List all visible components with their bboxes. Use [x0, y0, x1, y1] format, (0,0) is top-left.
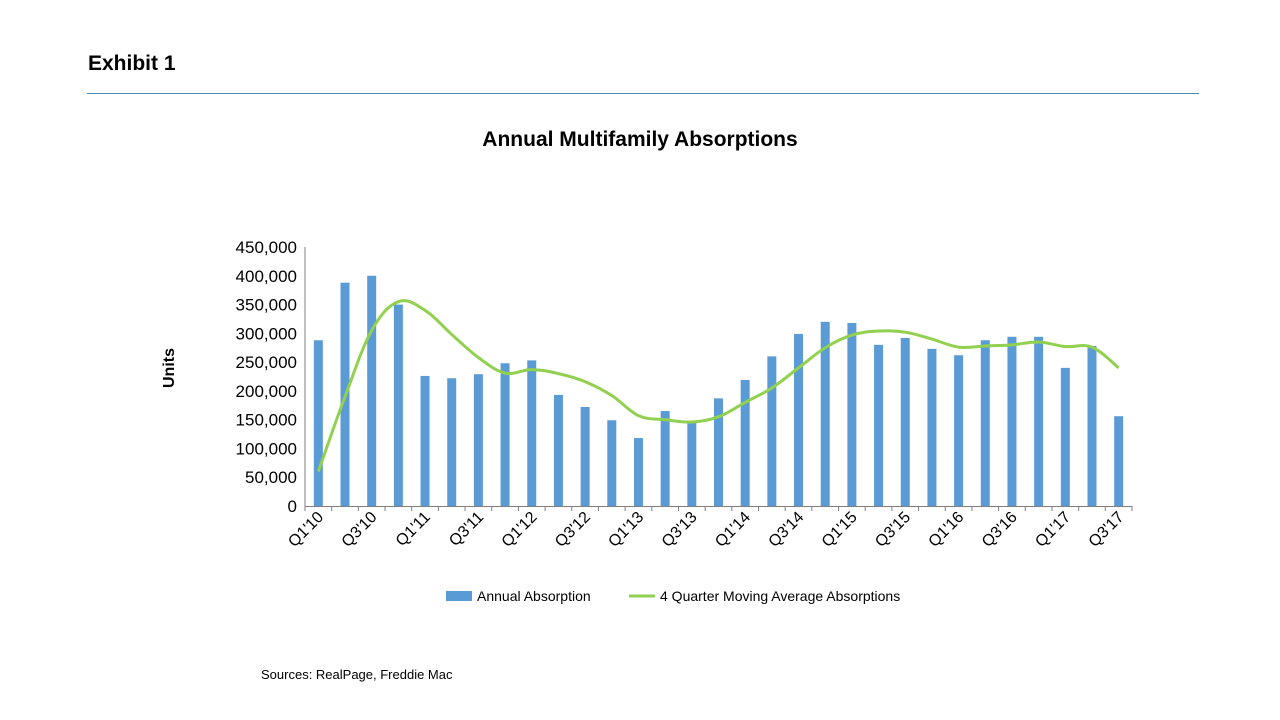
- y-tick-label: 200,000: [236, 382, 297, 401]
- legend: Annual Absorption 4 Quarter Moving Averag…: [446, 588, 900, 604]
- bar-29: [1087, 345, 1097, 506]
- y-tick-label: 150,000: [236, 411, 297, 430]
- x-tick-label: Q1'17: [1032, 509, 1074, 551]
- y-tick-label: 100,000: [236, 439, 297, 458]
- bar-19: [820, 321, 830, 506]
- bar-4: [420, 375, 430, 506]
- legend-bar-label: Annual Absorption: [477, 588, 591, 604]
- y-tick-label: 350,000: [236, 296, 297, 315]
- bar-15: [714, 398, 723, 506]
- bar-series: [313, 275, 1124, 506]
- x-tick-label: Q3'17: [1086, 509, 1128, 551]
- y-axis-title: Units: [161, 348, 178, 388]
- bar-11: [607, 420, 617, 506]
- y-tick-label: 300,000: [236, 324, 297, 343]
- bar-6: [473, 374, 483, 506]
- x-tick-label: Q3'12: [552, 509, 594, 551]
- x-tick-label: Q1'16: [926, 509, 968, 551]
- bar-24: [954, 355, 964, 506]
- x-tick-label: Q3'16: [979, 509, 1021, 551]
- x-tick-label: Q1'13: [605, 509, 647, 551]
- line-series: [316, 299, 1120, 472]
- y-tick-label: 400,000: [236, 267, 297, 286]
- bar-8: [527, 360, 537, 506]
- exhibit-title: Exhibit 1: [88, 52, 176, 75]
- x-tick-label: Q3'13: [659, 509, 701, 551]
- bar-22: [900, 337, 910, 506]
- bar-26: [1007, 336, 1017, 506]
- x-tick-label: Q3'10: [339, 509, 381, 551]
- bar-13: [660, 411, 670, 506]
- bar-2: [367, 275, 377, 506]
- x-tick-label: Q3'11: [446, 509, 487, 550]
- x-tick-label: Q1'14: [712, 509, 754, 551]
- bar-7: [500, 363, 510, 506]
- x-tick-label: Q1'11: [393, 509, 434, 550]
- y-tick-label: 250,000: [236, 353, 297, 372]
- legend-line-label: 4 Quarter Moving Average Absorptions: [660, 588, 900, 604]
- source-note: Sources: RealPage, Freddie Mac: [261, 667, 453, 682]
- bar-20: [847, 322, 857, 506]
- y-axis-ticks: 450,000 400,000 350,000 300,000 250,000 200,0…: [236, 238, 297, 516]
- bar-14: [687, 422, 697, 506]
- y-tick-label: 450,000: [236, 238, 297, 257]
- bar-21: [874, 344, 884, 506]
- y-tick-label: 50,000: [245, 468, 297, 487]
- bar-3: [393, 304, 403, 506]
- bar-10: [580, 407, 590, 506]
- bar-5: [447, 378, 457, 506]
- axes: [304, 247, 1133, 511]
- chart-title: Annual Multifamily Absorptions: [482, 128, 798, 151]
- bar-12: [633, 438, 643, 506]
- bar-27: [1034, 336, 1044, 506]
- x-tick-label: Q1'12: [499, 509, 541, 551]
- bar-30: [1114, 416, 1124, 506]
- bar-17: [767, 356, 777, 506]
- bar-18: [794, 333, 804, 506]
- bar-23: [927, 348, 937, 506]
- bar-25: [980, 340, 990, 506]
- bar-0: [313, 340, 323, 506]
- header-divider: [87, 93, 1199, 94]
- x-tick-label: Q1'15: [819, 509, 861, 551]
- x-tick-label: Q3'14: [765, 509, 807, 551]
- x-axis-ticks: Q1'10 Q3'10 Q1'11 Q3'11 Q1'12 Q3'12 Q1'13 Q3'13…: [285, 509, 1127, 551]
- bar-16: [740, 379, 750, 506]
- y-tick-label: 0: [288, 497, 297, 516]
- bar-9: [553, 394, 563, 506]
- x-tick-label: Q3'15: [872, 509, 914, 551]
- moving-average-line: [316, 299, 1120, 472]
- legend-bar-swatch: [446, 591, 472, 601]
- bar-28: [1060, 367, 1070, 506]
